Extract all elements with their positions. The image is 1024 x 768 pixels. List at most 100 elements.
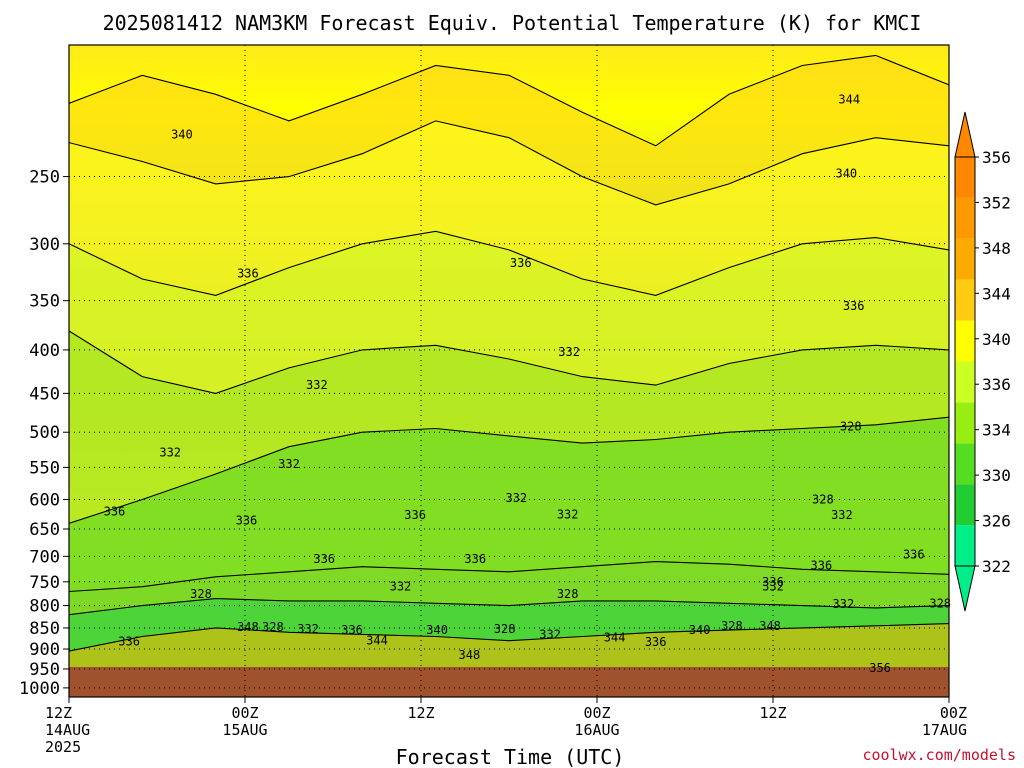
- contour-line-328: [69, 416, 949, 524]
- contour-label: 332: [505, 491, 527, 505]
- colorbar-label: 352: [982, 193, 1011, 212]
- y-tick-label: 250: [29, 168, 60, 188]
- contour-label: 336: [762, 575, 784, 589]
- contour-label: 348: [759, 619, 781, 633]
- credit-text: coolwx.com/models: [862, 746, 1016, 764]
- x-tick-label: 17AUG: [922, 721, 967, 739]
- colorbar-swatch: [955, 484, 975, 526]
- colorbar-top-arrow: [954, 111, 976, 158]
- colorbar-swatch: [955, 157, 975, 198]
- y-tick-label: 550: [29, 458, 60, 478]
- colorbar-swatch: [955, 238, 975, 280]
- contour-label: 332: [831, 508, 853, 522]
- plot-frame: [68, 44, 950, 698]
- contour-label: 336: [811, 559, 833, 573]
- x-tick-label: 14AUG: [45, 721, 90, 739]
- contour-label: 336: [236, 513, 258, 527]
- contour-line-344: [69, 54, 949, 147]
- y-tick-label: 700: [29, 547, 60, 567]
- x-tick-label: 12Z: [759, 704, 786, 722]
- colorbar-swatch: [955, 197, 975, 239]
- y-tick-label: 900: [29, 640, 60, 660]
- contour-line-340: [69, 120, 949, 206]
- contour-label: 348: [237, 620, 259, 634]
- contour-label: 344: [366, 634, 388, 648]
- contour-label: 332: [762, 580, 784, 594]
- x-tick-label: 16AUG: [574, 721, 619, 739]
- y-tick-label: 450: [29, 384, 60, 404]
- contour-label: 328: [190, 587, 212, 601]
- contour-label: 340: [689, 623, 711, 637]
- colorbar-swatch: [955, 443, 975, 485]
- colorbar-swatch: [955, 361, 975, 403]
- contour-label: 344: [604, 630, 626, 644]
- colorbar-label: 322: [982, 557, 1011, 576]
- colorbar-swatch: [955, 525, 975, 566]
- colorbar-swatch: [955, 402, 975, 444]
- y-tick-label: 750: [29, 573, 60, 593]
- x-axis-label: Forecast Time (UTC): [396, 745, 625, 768]
- contour-label: 336: [404, 508, 426, 522]
- contour-label: 340: [426, 623, 448, 637]
- contour-label: 336: [341, 623, 363, 637]
- contour-label: 348: [459, 648, 481, 662]
- y-tick-label: 500: [29, 423, 60, 443]
- contour-label: 328: [929, 596, 951, 610]
- contour-label: 328: [494, 622, 516, 636]
- y-tick-label: 800: [29, 597, 60, 617]
- y-tick-label: 400: [29, 341, 60, 361]
- contour-line-348: [69, 623, 949, 652]
- grid-layer: [69, 45, 949, 697]
- contour-label: 328: [262, 620, 284, 634]
- colorbar-label: 340: [982, 330, 1011, 349]
- contour-label: 344: [838, 93, 860, 107]
- x-tick-label: 00Z: [583, 704, 610, 722]
- contour-label: 328: [840, 419, 862, 433]
- contour-label: 336: [104, 505, 126, 519]
- contour-label-layer: 3443403403363363363323323283323323323323…: [104, 93, 951, 675]
- contour-label: 336: [313, 552, 335, 566]
- y-tick-label: 650: [29, 520, 60, 540]
- contour-label: 332: [557, 508, 579, 522]
- colorbar-label: 356: [982, 148, 1011, 167]
- chart-title: 2025081412 NAM3KM Forecast Equiv. Potent…: [103, 11, 922, 35]
- y-tick-label: 600: [29, 490, 60, 510]
- contour-label: 332: [558, 345, 580, 359]
- x-tick-label: 12Z: [407, 704, 434, 722]
- contour-label: 336: [843, 299, 865, 313]
- x-tick-label: 12Z: [45, 704, 72, 722]
- y-tick-label: 300: [29, 235, 60, 255]
- colorbar-swatch: [955, 320, 975, 362]
- contour-label: 332: [390, 580, 412, 594]
- colorbar-label: 348: [982, 239, 1011, 258]
- colorbar: 322 326 330 334 336 340 344 348 352 356: [954, 111, 1011, 612]
- contour-label: 336: [237, 266, 259, 280]
- contour-label: 328: [812, 492, 834, 506]
- x-tick-label: 00Z: [940, 704, 967, 722]
- contour-label: 340: [835, 167, 857, 181]
- contour-label: 336: [510, 256, 532, 270]
- y-tick-label: 950: [29, 660, 60, 680]
- colorbar-label: 336: [982, 375, 1011, 394]
- contour-line-332: [69, 330, 949, 394]
- colorbar-swatch: [955, 279, 975, 321]
- contour-label: 332: [833, 597, 855, 611]
- x-tick-label: 00Z: [231, 704, 258, 722]
- contour-label: 332: [278, 457, 300, 471]
- contour-line-336: [69, 230, 949, 296]
- colorbar-label: 334: [982, 421, 1011, 440]
- contour-label: 336: [464, 552, 486, 566]
- contour-label: 336: [118, 635, 140, 649]
- y-axis: 2503003504004505005506006507007508008509…: [19, 168, 69, 699]
- colorbar-label: 326: [982, 512, 1011, 531]
- contour-label: 340: [171, 127, 193, 141]
- x-tick-label: 15AUG: [222, 721, 267, 739]
- x-tick-label: 2025: [45, 738, 81, 756]
- contour-label: 336: [903, 548, 925, 562]
- colorbar-frame: [954, 156, 976, 567]
- colorbar-label: 344: [982, 284, 1011, 303]
- contour-label: 328: [721, 619, 743, 633]
- contour-label: 332: [297, 622, 319, 636]
